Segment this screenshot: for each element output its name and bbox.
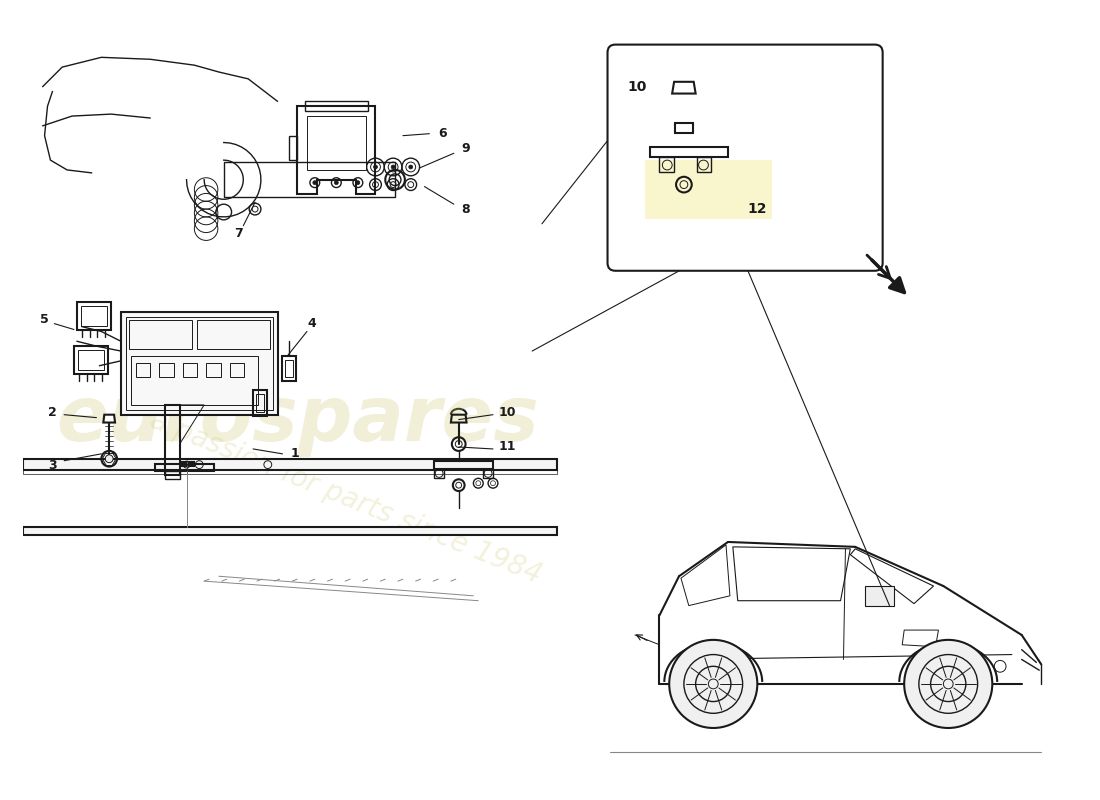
Bar [696,157,712,172]
Circle shape [334,181,339,185]
Bar [650,147,728,157]
Text: 2: 2 [48,406,57,419]
Bar [256,394,264,412]
Bar [307,116,365,170]
Text: 7: 7 [234,227,243,240]
Bar [483,469,493,478]
Bar [285,360,294,378]
Text: eurospares: eurospares [56,382,539,457]
FancyBboxPatch shape [607,45,882,270]
Text: 8: 8 [461,202,470,215]
Bar [675,123,693,133]
Bar [165,471,179,479]
Text: 3: 3 [48,459,57,472]
Bar [659,157,674,172]
Bar [223,162,395,198]
Bar [645,160,772,219]
Bar [865,586,894,606]
Text: 6: 6 [438,127,447,140]
Bar [183,362,197,378]
Bar [230,362,244,378]
Circle shape [374,165,377,169]
Bar [283,356,296,382]
Circle shape [409,165,412,169]
Circle shape [669,640,757,728]
Circle shape [392,165,395,169]
Bar [80,306,107,326]
Bar [434,469,444,478]
Bar [23,458,557,470]
Bar [23,470,557,474]
Bar [74,346,108,374]
Bar [78,350,104,370]
Bar [253,390,267,416]
Bar [434,461,493,469]
Bar [135,362,151,378]
Circle shape [106,455,113,462]
Bar [155,464,213,471]
Bar [160,362,174,378]
Circle shape [356,181,360,185]
Bar [197,320,270,349]
Bar [129,320,192,349]
Text: a passion for parts since 1984: a passion for parts since 1984 [146,406,546,590]
Bar [733,62,850,150]
Text: 12: 12 [748,202,767,216]
Text: 9: 9 [461,142,470,155]
Circle shape [312,181,317,185]
Text: 10: 10 [627,80,647,94]
Text: 1: 1 [290,447,299,460]
Bar [121,312,277,414]
Text: 11: 11 [499,441,516,454]
Text: 5: 5 [41,314,48,326]
Bar [125,317,273,410]
Text: 10: 10 [499,406,516,419]
Bar [131,356,258,405]
Bar [23,527,557,535]
Text: 4: 4 [308,317,316,330]
Bar [77,302,111,330]
Circle shape [904,640,992,728]
Bar [305,102,367,111]
Bar [206,362,221,378]
